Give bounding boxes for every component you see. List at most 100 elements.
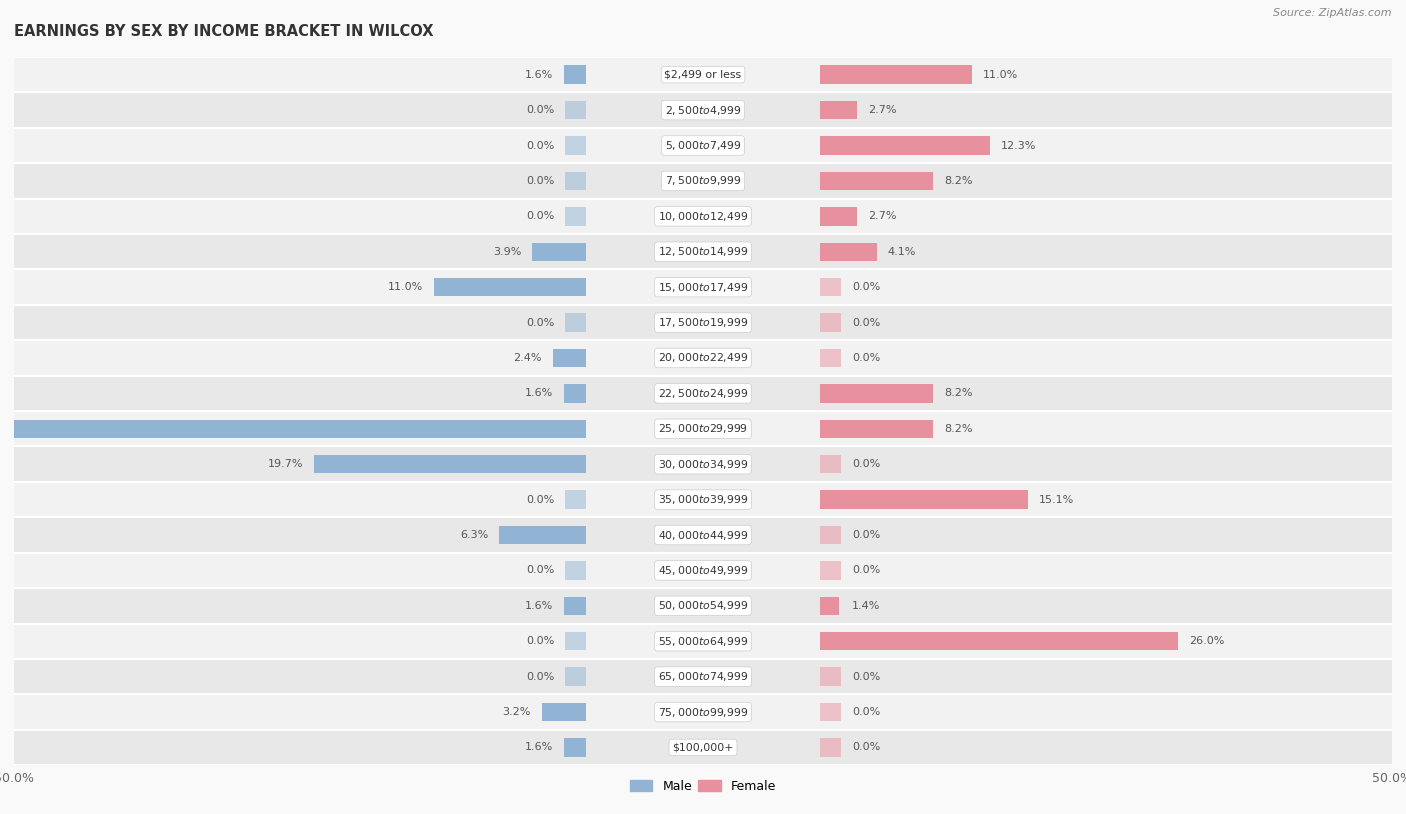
Text: 0.0%: 0.0% — [852, 530, 880, 540]
Text: $2,500 to $4,999: $2,500 to $4,999 — [665, 103, 741, 116]
Text: $40,000 to $44,999: $40,000 to $44,999 — [658, 528, 748, 541]
Text: 0.0%: 0.0% — [526, 176, 554, 186]
Bar — [564, 65, 586, 84]
Bar — [434, 278, 586, 296]
Text: $12,500 to $14,999: $12,500 to $14,999 — [658, 245, 748, 258]
Bar — [820, 702, 841, 721]
Text: 0.0%: 0.0% — [526, 141, 554, 151]
Text: 11.0%: 11.0% — [388, 282, 423, 292]
Text: 1.6%: 1.6% — [524, 742, 553, 752]
Text: 0.0%: 0.0% — [526, 672, 554, 681]
Text: 0.0%: 0.0% — [526, 566, 554, 575]
Text: $25,000 to $29,999: $25,000 to $29,999 — [658, 422, 748, 435]
Text: 8.2%: 8.2% — [945, 388, 973, 398]
Text: 0.0%: 0.0% — [852, 707, 880, 717]
Text: 0.0%: 0.0% — [852, 566, 880, 575]
Text: 0.0%: 0.0% — [852, 317, 880, 327]
Bar — [14, 553, 1392, 588]
Bar — [820, 490, 1028, 509]
Text: 1.4%: 1.4% — [852, 601, 880, 610]
Bar — [14, 340, 1392, 375]
Text: 8.2%: 8.2% — [945, 424, 973, 434]
Text: $7,500 to $9,999: $7,500 to $9,999 — [665, 174, 741, 187]
Bar — [315, 455, 586, 474]
Bar — [820, 738, 841, 757]
Text: 19.7%: 19.7% — [269, 459, 304, 469]
Text: 8.2%: 8.2% — [945, 176, 973, 186]
Text: 0.0%: 0.0% — [852, 282, 880, 292]
Bar — [0, 419, 586, 438]
Bar — [565, 561, 586, 580]
Legend: Male, Female: Male, Female — [624, 775, 782, 798]
Bar — [553, 348, 586, 367]
Bar — [14, 730, 1392, 765]
Text: 2.7%: 2.7% — [869, 212, 897, 221]
Text: $65,000 to $74,999: $65,000 to $74,999 — [658, 670, 748, 683]
Bar — [14, 234, 1392, 269]
Text: 0.0%: 0.0% — [526, 637, 554, 646]
Bar — [14, 375, 1392, 411]
Text: 3.2%: 3.2% — [502, 707, 531, 717]
Text: $20,000 to $22,499: $20,000 to $22,499 — [658, 352, 748, 365]
Text: EARNINGS BY SEX BY INCOME BRACKET IN WILCOX: EARNINGS BY SEX BY INCOME BRACKET IN WIL… — [14, 24, 433, 39]
Bar — [14, 199, 1392, 234]
Text: 1.6%: 1.6% — [524, 601, 553, 610]
Text: 3.9%: 3.9% — [492, 247, 522, 256]
Bar — [499, 526, 586, 545]
Bar — [820, 65, 972, 84]
Bar — [820, 597, 839, 615]
Text: $75,000 to $99,999: $75,000 to $99,999 — [658, 706, 748, 719]
Bar — [14, 482, 1392, 518]
Bar — [565, 172, 586, 190]
Bar — [820, 136, 990, 155]
Bar — [820, 384, 934, 403]
Bar — [14, 269, 1392, 304]
Text: 2.4%: 2.4% — [513, 353, 541, 363]
Bar — [820, 455, 841, 474]
Bar — [820, 101, 858, 120]
Text: 6.3%: 6.3% — [460, 530, 488, 540]
Bar — [565, 136, 586, 155]
Text: $100,000+: $100,000+ — [672, 742, 734, 752]
Bar — [565, 490, 586, 509]
Bar — [820, 419, 934, 438]
Bar — [564, 597, 586, 615]
Text: $35,000 to $39,999: $35,000 to $39,999 — [658, 493, 748, 506]
Text: $5,000 to $7,499: $5,000 to $7,499 — [665, 139, 741, 152]
Text: $45,000 to $49,999: $45,000 to $49,999 — [658, 564, 748, 577]
Text: 0.0%: 0.0% — [852, 742, 880, 752]
Text: 0.0%: 0.0% — [852, 672, 880, 681]
Text: 11.0%: 11.0% — [983, 70, 1018, 80]
Text: 4.1%: 4.1% — [887, 247, 917, 256]
Text: 0.0%: 0.0% — [526, 495, 554, 505]
Bar — [565, 632, 586, 650]
Text: 15.1%: 15.1% — [1039, 495, 1074, 505]
Text: 0.0%: 0.0% — [526, 105, 554, 115]
Bar — [14, 304, 1392, 340]
Bar — [14, 588, 1392, 624]
Bar — [820, 526, 841, 545]
Bar — [14, 92, 1392, 128]
Bar — [820, 313, 841, 332]
Bar — [14, 57, 1392, 92]
Bar — [565, 101, 586, 120]
Bar — [565, 207, 586, 225]
Bar — [820, 278, 841, 296]
Text: $50,000 to $54,999: $50,000 to $54,999 — [658, 599, 748, 612]
Text: $15,000 to $17,499: $15,000 to $17,499 — [658, 281, 748, 294]
Text: 1.6%: 1.6% — [524, 388, 553, 398]
Bar — [14, 624, 1392, 659]
Text: $17,500 to $19,999: $17,500 to $19,999 — [658, 316, 748, 329]
Text: 0.0%: 0.0% — [526, 212, 554, 221]
Text: $55,000 to $64,999: $55,000 to $64,999 — [658, 635, 748, 648]
Bar — [14, 518, 1392, 553]
Text: $2,499 or less: $2,499 or less — [665, 70, 741, 80]
Text: 0.0%: 0.0% — [852, 459, 880, 469]
Bar — [820, 667, 841, 686]
Text: 0.0%: 0.0% — [852, 353, 880, 363]
Bar — [564, 384, 586, 403]
Text: 2.7%: 2.7% — [869, 105, 897, 115]
Bar — [565, 313, 586, 332]
Bar — [541, 702, 586, 721]
Bar — [14, 128, 1392, 163]
